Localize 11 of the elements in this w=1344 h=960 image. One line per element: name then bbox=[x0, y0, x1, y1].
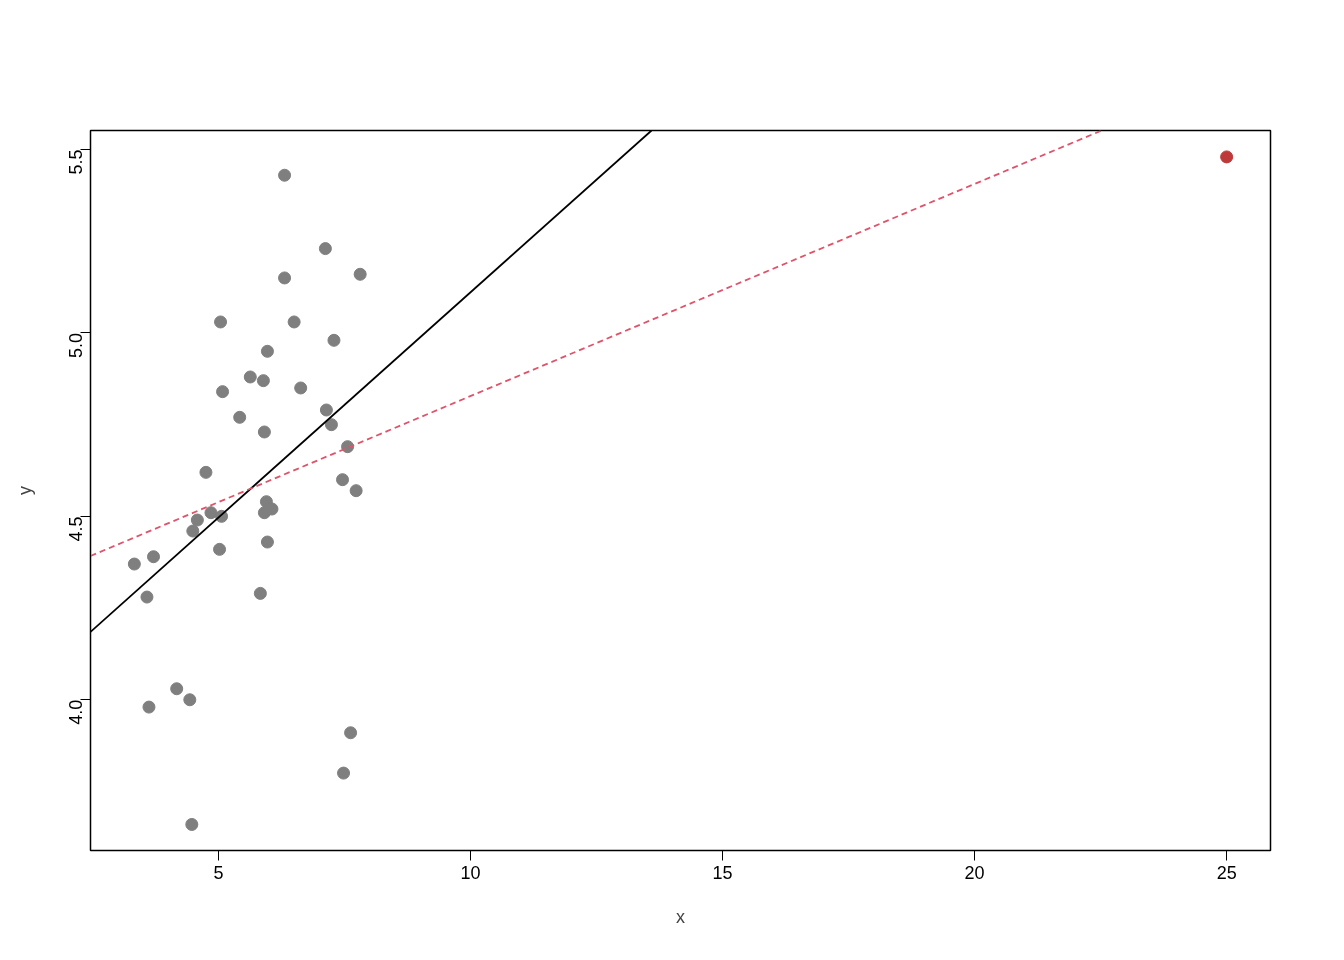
x-tick-label: 25 bbox=[1216, 862, 1237, 883]
x-tick-label: 10 bbox=[460, 862, 481, 883]
y-tick-label: 4.5 bbox=[66, 516, 86, 542]
x-tick-label: 5 bbox=[213, 862, 224, 883]
x-tick-label: 15 bbox=[712, 862, 733, 883]
y-tick-label: 4.0 bbox=[66, 699, 86, 725]
y-tick-label: 5.0 bbox=[66, 332, 86, 358]
x-tick-label: 20 bbox=[964, 862, 985, 883]
y-tick-label: 5.5 bbox=[66, 149, 86, 175]
y-axis-title: y bbox=[14, 486, 35, 495]
x-axis-title: x bbox=[676, 906, 685, 927]
